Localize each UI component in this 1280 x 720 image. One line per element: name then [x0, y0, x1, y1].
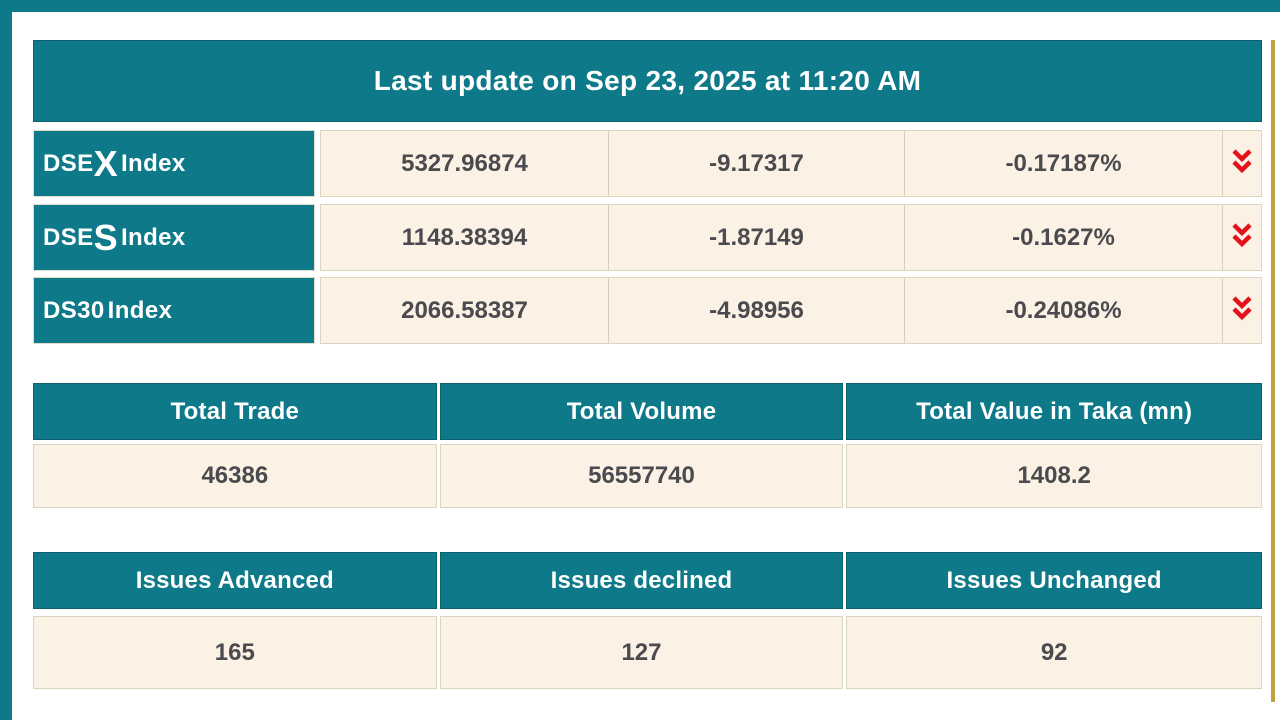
- double-chevron-down-icon: [1231, 148, 1253, 179]
- totals-value-row: 46386 56557740 1408.2: [33, 444, 1263, 508]
- index-row-ds30: DS30 Index 2066.58387 -4.98956 -0.24086%: [33, 277, 1262, 344]
- last-update-banner: Last update on Sep 23, 2025 at 11:20 AM: [33, 40, 1262, 122]
- index-change: -4.98956: [609, 278, 905, 343]
- index-name-dses: DSE S Index: [33, 204, 315, 271]
- total-trade-header: Total Trade: [33, 383, 437, 440]
- index-data-dsex: 5327.96874 -9.17317 -0.17187%: [320, 130, 1262, 197]
- issues-unchanged-header: Issues Unchanged: [846, 552, 1263, 609]
- index-name-suffix: Index: [120, 223, 186, 251]
- index-name-ds30: DS30 Index: [33, 277, 315, 344]
- index-value: 2066.58387: [321, 278, 609, 343]
- index-value: 1148.38394: [321, 205, 609, 270]
- index-value: 5327.96874: [321, 131, 609, 196]
- index-row-dsex: DSE X Index 5327.96874 -9.17317 -0.17187%: [33, 130, 1262, 197]
- total-volume-value: 56557740: [439, 444, 844, 508]
- total-value-taka-value: 1408.2: [846, 444, 1263, 508]
- total-trade-value: 46386: [33, 444, 437, 508]
- last-update-text: Last update on Sep 23, 2025 at 11:20 AM: [373, 65, 922, 96]
- right-gold-divider: [1271, 40, 1275, 702]
- index-name-suffix: Index: [107, 296, 173, 324]
- index-name-prefix: DSE: [43, 223, 94, 251]
- issues-declined-header: Issues declined: [439, 552, 844, 609]
- index-name-big-letter: S: [93, 216, 118, 258]
- issues-value-row: 165 127 92: [33, 616, 1263, 689]
- expand-index-ds30-button[interactable]: [1231, 295, 1253, 326]
- index-data-ds30: 2066.58387 -4.98956 -0.24086%: [320, 277, 1262, 344]
- total-volume-header: Total Volume: [439, 383, 844, 440]
- index-change-percent: -0.24086%: [905, 278, 1223, 343]
- index-data-dses: 1148.38394 -1.87149 -0.1627%: [320, 204, 1262, 271]
- index-name-big-letter: X: [93, 142, 118, 184]
- issues-header-row: Issues Advanced Issues declined Issues U…: [33, 552, 1263, 609]
- index-name-prefix: DS30: [43, 296, 105, 324]
- index-change-percent: -0.1627%: [905, 205, 1223, 270]
- index-name-prefix: DSE: [43, 149, 94, 177]
- issues-advanced-value: 165: [33, 616, 437, 689]
- expand-index-dses-button[interactable]: [1231, 222, 1253, 253]
- index-change: -9.17317: [609, 131, 905, 196]
- issues-unchanged-value: 92: [846, 616, 1263, 689]
- left-border-bar: [0, 0, 12, 720]
- issues-declined-value: 127: [439, 616, 844, 689]
- index-change-percent: -0.17187%: [905, 131, 1223, 196]
- index-row-dses: DSE S Index 1148.38394 -1.87149 -0.1627%: [33, 204, 1262, 271]
- total-value-header: Total Value in Taka (mn): [846, 383, 1263, 440]
- issues-advanced-header: Issues Advanced: [33, 552, 437, 609]
- top-border-bar: [0, 0, 1280, 12]
- index-name-dsex: DSE X Index: [33, 130, 315, 197]
- double-chevron-down-icon: [1231, 222, 1253, 253]
- expand-index-dsex-button[interactable]: [1231, 148, 1253, 179]
- totals-header-row: Total Trade Total Volume Total Value in …: [33, 383, 1263, 440]
- index-name-suffix: Index: [120, 149, 186, 177]
- index-change: -1.87149: [609, 205, 905, 270]
- double-chevron-down-icon: [1231, 295, 1253, 326]
